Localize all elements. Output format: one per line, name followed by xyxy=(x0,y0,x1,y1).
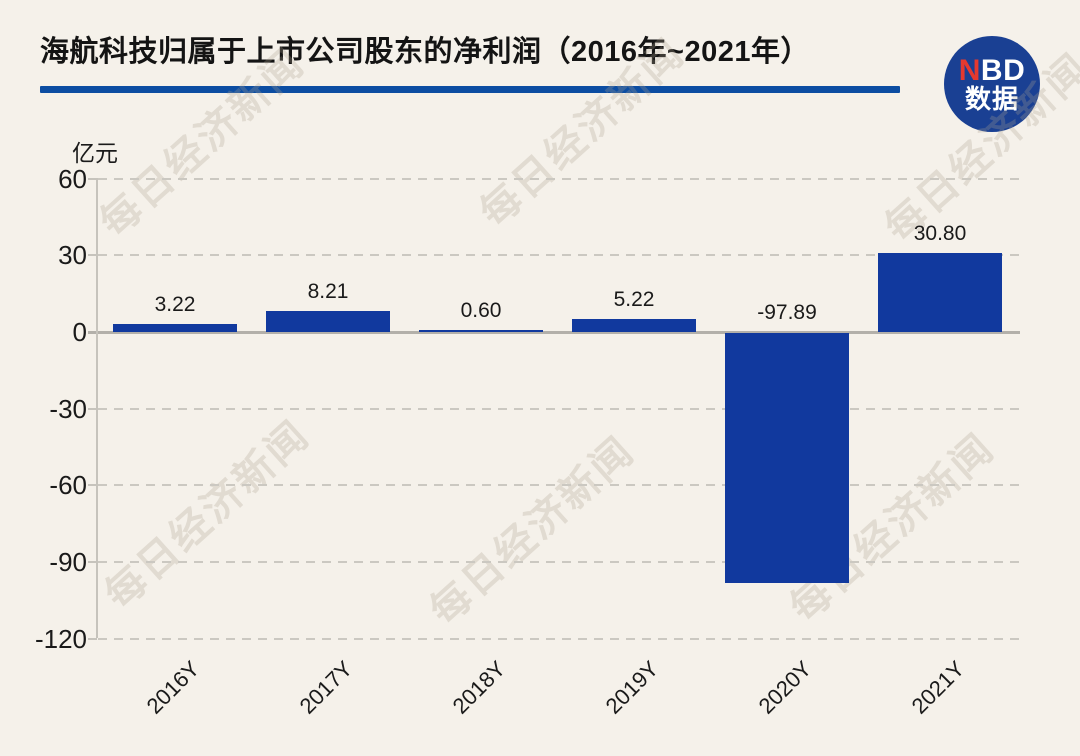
x-axis-label-2020Y: 2020Y xyxy=(754,656,817,719)
x-axis-label-2021Y: 2021Y xyxy=(907,656,970,719)
bar-value-label: 0.60 xyxy=(460,299,502,322)
zero-axis-line xyxy=(88,331,1020,334)
bar-value-label: 3.22 xyxy=(154,293,196,316)
y-axis-tick-label: 30 xyxy=(58,240,87,270)
x-axis-label-2017Y: 2017Y xyxy=(295,656,358,719)
bar-value-label: 8.21 xyxy=(307,280,349,303)
gridline xyxy=(98,638,1020,640)
nbd-logo-text: NBD xyxy=(958,53,1026,87)
bar-2021Y xyxy=(878,253,1002,332)
x-axis-label-2019Y: 2019Y xyxy=(601,656,664,719)
bar-2018Y xyxy=(419,330,543,332)
title-underline xyxy=(40,86,900,93)
gridline xyxy=(98,561,1020,563)
bar-value-label: 30.80 xyxy=(913,222,967,245)
watermark-text: 每日经济新闻 xyxy=(97,412,319,618)
y-axis-tick-label: -120 xyxy=(34,624,87,654)
y-axis-tick xyxy=(88,254,97,256)
watermark-text: 每日经济新闻 xyxy=(422,428,644,634)
y-axis-tick-label: 0 xyxy=(72,317,87,347)
chart-title: 海航科技归属于上市公司股东的净利润（2016年~2021年） xyxy=(40,36,810,68)
y-axis-tick xyxy=(88,484,97,486)
y-axis-unit-label: 亿元 xyxy=(72,140,118,166)
y-axis-tick xyxy=(88,638,97,640)
x-axis-label-2016Y: 2016Y xyxy=(142,656,205,719)
bar-value-label: -97.89 xyxy=(757,301,817,324)
y-axis-line xyxy=(96,178,98,638)
gridline xyxy=(98,484,1020,486)
nbd-logo-subtext: 数据 xyxy=(964,84,1019,115)
y-axis-tick-label: -60 xyxy=(49,470,87,500)
bar-2020Y xyxy=(725,333,849,583)
bar-2017Y xyxy=(266,311,390,332)
nbd-data-logo: NBD 数据 xyxy=(944,36,1040,132)
y-axis-tick xyxy=(88,178,97,180)
y-axis-tick-label: -30 xyxy=(49,394,87,424)
y-axis-tick xyxy=(88,561,97,563)
gridline xyxy=(98,178,1020,180)
y-axis-tick-label: 60 xyxy=(58,164,87,194)
gridline xyxy=(98,408,1020,410)
bar-2019Y xyxy=(572,319,696,332)
x-axis-label-2018Y: 2018Y xyxy=(448,656,511,719)
y-axis-tick-label: -90 xyxy=(49,547,87,577)
y-axis-tick xyxy=(88,408,97,410)
bar-value-label: 5.22 xyxy=(613,288,655,311)
bar-2016Y xyxy=(113,324,237,332)
gridline xyxy=(98,254,1020,256)
